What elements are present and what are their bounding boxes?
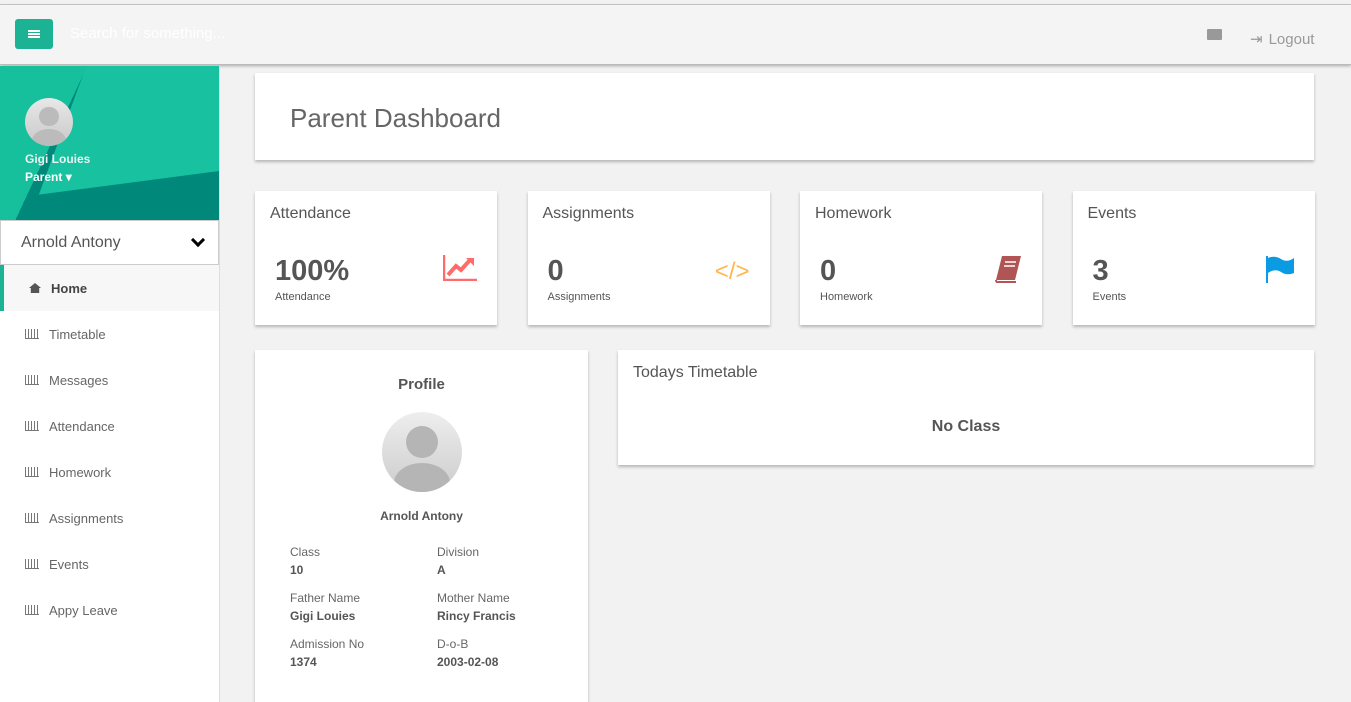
stat-title: Events: [1087, 205, 1137, 222]
stat-card-assignments[interactable]: Assignments 0 Assignments </>: [527, 191, 770, 325]
sidebar-item-homework[interactable]: Homework: [0, 449, 219, 495]
sidebar-item-events[interactable]: Events: [0, 541, 219, 587]
stat-sublabel: Assignments: [547, 291, 611, 303]
child-name: Arnold Antony: [21, 233, 121, 251]
sidebar-item-label: Homework: [49, 464, 112, 480]
sidebar-item-label: Timetable: [49, 326, 106, 342]
role-dropdown[interactable]: Parent ▾: [25, 170, 72, 184]
field-label: D-o-B: [437, 637, 469, 651]
profile-card: Profile Arnold Antony Class 10 Division A Fa…: [255, 350, 588, 702]
profile-field-d-o-b: D-o-B 2003-02-08: [437, 637, 498, 669]
sidebar-item-assignments[interactable]: Assignments: [0, 495, 219, 541]
stat-card-attendance[interactable]: Attendance 100% Attendance: [255, 191, 497, 325]
sidebar-header: Gigi Louies Parent ▾: [0, 66, 219, 220]
sign-out-icon: ⇥: [1250, 31, 1263, 48]
stat-value: 0: [820, 255, 837, 287]
stat-title: Attendance: [270, 205, 351, 222]
sidebar-item-timetable[interactable]: Timetable: [0, 311, 219, 357]
line-chart-icon: [442, 255, 477, 288]
field-label: Division: [437, 545, 480, 559]
sidebar-item-label: Events: [49, 556, 89, 572]
field-label: Father Name: [290, 591, 361, 605]
bar-chart-icon: [25, 467, 39, 477]
bar-chart-icon: [25, 329, 39, 339]
field-label: Class: [290, 545, 321, 559]
top-bar: ⇥ Logout: [0, 5, 1351, 65]
student-name: Arnold Antony: [380, 509, 463, 523]
timetable-empty: No Class: [931, 418, 1001, 435]
stat-value: 0: [547, 255, 564, 287]
top-border: [0, 4, 1351, 5]
stat-sublabel: Homework: [820, 291, 873, 303]
stat-value: 100%: [275, 255, 350, 287]
chevron-down-icon: [190, 232, 206, 248]
user-avatar: [25, 98, 73, 146]
field-value: 1374: [290, 655, 317, 669]
book-icon: [994, 255, 1022, 290]
field-value: A: [437, 563, 446, 577]
sidebar-item-label: Assignments: [49, 510, 124, 526]
profile-field-admission-no: Admission No 1374: [290, 637, 364, 669]
stat-title: Assignments: [542, 205, 635, 222]
stat-title: Homework: [815, 205, 892, 222]
field-value: 2003-02-08: [437, 655, 499, 669]
code-icon: </>: [714, 258, 750, 285]
profile-field-father-name: Father Name Gigi Louies: [290, 591, 360, 623]
stat-value: 3: [1092, 255, 1109, 287]
child-selector[interactable]: Arnold Antony: [0, 220, 219, 265]
timetable-card: Todays Timetable No Class: [618, 350, 1314, 465]
timetable-heading: Todays Timetable: [633, 364, 758, 381]
sidebar-item-label: Home: [51, 280, 88, 296]
profile-field-class: Class 10: [290, 545, 320, 577]
sidebar-item-home[interactable]: Home: [0, 265, 219, 311]
menu-toggle-button[interactable]: [15, 19, 53, 49]
sidebar-item-label: Messages: [49, 372, 109, 388]
field-value: Rincy Francis: [437, 609, 516, 623]
stat-sublabel: Events: [1092, 291, 1127, 303]
stat-card-events[interactable]: Events 3 Events: [1072, 191, 1315, 325]
search-input[interactable]: [70, 25, 370, 42]
sidebar-item-messages[interactable]: Messages: [0, 357, 219, 403]
envelope-icon[interactable]: [1207, 29, 1222, 40]
student-avatar: [382, 412, 462, 492]
field-label: Admission No: [290, 637, 365, 651]
sidebar-item-label: Appy Leave: [49, 602, 118, 618]
sidebar-item-attendance[interactable]: Attendance: [0, 403, 219, 449]
bar-chart-icon: [25, 605, 39, 615]
sidebar-item-appy-leave[interactable]: Appy Leave: [0, 587, 219, 633]
profile-field-division: Division A: [437, 545, 479, 577]
field-value: 10: [290, 563, 304, 577]
hamburger-icon: [28, 30, 40, 38]
sidebar: Gigi Louies Parent ▾ Arnold Antony Home T…: [0, 66, 220, 702]
profile-heading: Profile: [398, 376, 445, 393]
page-title: Parent Dashboard: [290, 103, 502, 133]
bar-chart-icon: [25, 559, 39, 569]
home-icon: [29, 283, 41, 293]
logout-button[interactable]: ⇥ Logout: [1250, 30, 1315, 49]
logout-label: Logout: [1268, 30, 1315, 48]
stat-sublabel: Attendance: [275, 291, 331, 303]
bar-chart-icon: [25, 421, 39, 431]
flag-icon: [1265, 255, 1295, 290]
field-value: Gigi Louies: [290, 609, 356, 623]
page-header: Parent Dashboard: [255, 73, 1314, 160]
profile-field-mother-name: Mother Name Rincy Francis: [437, 591, 516, 623]
bar-chart-icon: [25, 513, 39, 523]
bar-chart-icon: [25, 375, 39, 385]
sidebar-item-label: Attendance: [49, 418, 115, 434]
field-label: Mother Name: [437, 591, 510, 605]
stat-card-homework[interactable]: Homework 0 Homework: [800, 191, 1042, 325]
user-name: Gigi Louies: [25, 152, 91, 166]
